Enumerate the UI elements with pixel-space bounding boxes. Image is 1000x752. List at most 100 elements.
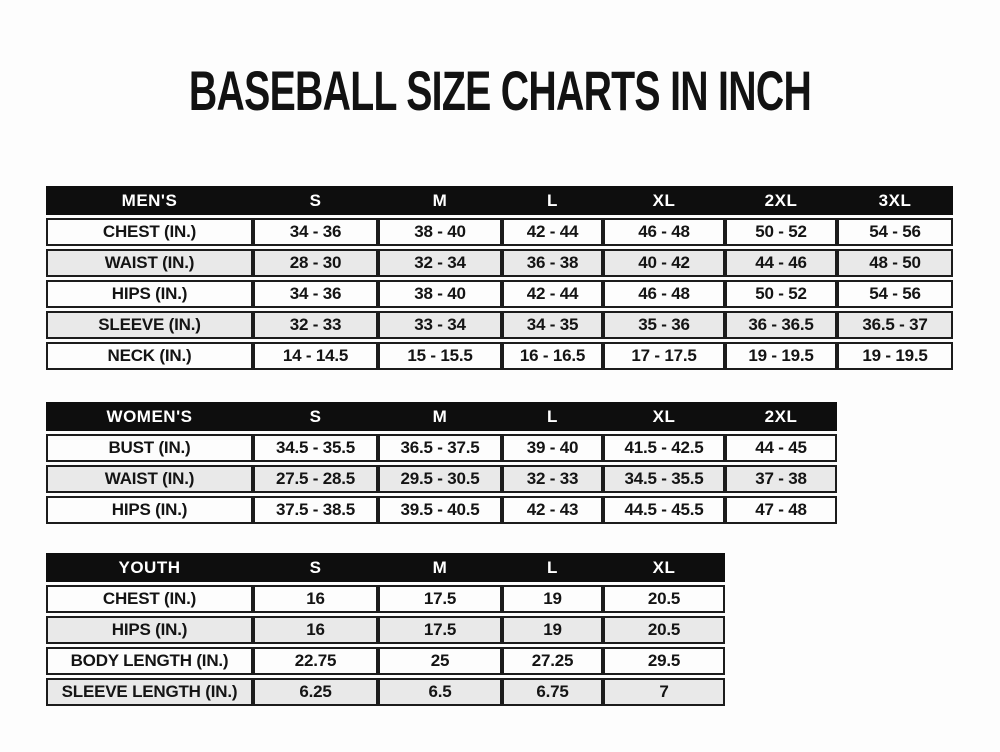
size-value: 14 - 14.5 xyxy=(253,342,378,370)
table-corner-label: WOMEN'S xyxy=(106,406,193,426)
size-value: 16 xyxy=(253,616,378,644)
row-label: CHEST (IN.) xyxy=(46,585,253,613)
size-value: 54 - 56 xyxy=(837,280,953,308)
womens-table-header-row: WOMEN'S S M L XL 2XL xyxy=(46,402,837,431)
size-value: 34 - 36 xyxy=(253,218,378,246)
size-value: 37 - 38 xyxy=(725,465,837,493)
size-value: 27.25 xyxy=(502,647,603,675)
row-label: HIPS (IN.) xyxy=(46,496,253,524)
column-header-l: L xyxy=(547,406,558,426)
size-value: 6.75 xyxy=(502,678,603,706)
table-row-hips: HIPS (IN.) 34 - 36 38 - 40 42 - 44 46 - … xyxy=(46,280,953,308)
row-label: SLEEVE (IN.) xyxy=(46,311,253,339)
size-value: 50 - 52 xyxy=(725,218,837,246)
column-header-3xl: 3XL xyxy=(878,190,912,210)
table-corner-label: YOUTH xyxy=(118,557,181,577)
row-label: WAIST (IN.) xyxy=(46,465,253,493)
size-value: 41.5 - 42.5 xyxy=(603,434,725,462)
table-row-sleeve: SLEEVE (IN.) 32 - 33 33 - 34 34 - 35 35 … xyxy=(46,311,953,339)
size-value: 28 - 30 xyxy=(253,249,378,277)
column-header-xl: XL xyxy=(652,406,676,426)
size-value: 17.5 xyxy=(378,585,502,613)
youth-table-header-row: YOUTH S M L XL xyxy=(46,553,725,582)
size-value: 47 - 48 xyxy=(725,496,837,524)
column-header-m: M xyxy=(432,190,448,210)
size-value: 16 - 16.5 xyxy=(502,342,603,370)
row-label: WAIST (IN.) xyxy=(46,249,253,277)
womens-size-table: WOMEN'S S M L XL 2XL BUST (IN.) 34.5 - 3… xyxy=(46,402,837,524)
size-value: 15 - 15.5 xyxy=(378,342,502,370)
size-value: 54 - 56 xyxy=(837,218,953,246)
size-value: 7 xyxy=(603,678,725,706)
row-label: HIPS (IN.) xyxy=(46,280,253,308)
column-header-m: M xyxy=(432,557,448,577)
table-row-waist: WAIST (IN.) 27.5 - 28.5 29.5 - 30.5 32 -… xyxy=(46,465,837,493)
column-header-2xl: 2XL xyxy=(764,190,798,210)
size-value: 32 - 33 xyxy=(253,311,378,339)
size-value: 39.5 - 40.5 xyxy=(378,496,502,524)
size-value: 50 - 52 xyxy=(725,280,837,308)
size-value: 36 - 38 xyxy=(502,249,603,277)
column-header-xl: XL xyxy=(652,557,676,577)
table-row-hips: HIPS (IN.) 37.5 - 38.5 39.5 - 40.5 42 - … xyxy=(46,496,837,524)
size-value: 32 - 34 xyxy=(378,249,502,277)
size-value: 29.5 xyxy=(603,647,725,675)
column-header-xl: XL xyxy=(652,190,676,210)
column-header-l: L xyxy=(547,190,558,210)
column-header-2xl: 2XL xyxy=(764,406,798,426)
size-value: 6.5 xyxy=(378,678,502,706)
column-header-s: S xyxy=(309,557,322,577)
table-corner-label: MEN'S xyxy=(121,190,178,210)
table-row-sleeve-length: SLEEVE LENGTH (IN.) 6.25 6.5 6.75 7 xyxy=(46,678,725,706)
row-label: NECK (IN.) xyxy=(46,342,253,370)
size-value: 36.5 - 37.5 xyxy=(378,434,502,462)
size-value: 6.25 xyxy=(253,678,378,706)
size-value: 20.5 xyxy=(603,616,725,644)
column-header-s: S xyxy=(309,406,322,426)
row-label: HIPS (IN.) xyxy=(46,616,253,644)
table-row-neck: NECK (IN.) 14 - 14.5 15 - 15.5 16 - 16.5… xyxy=(46,342,953,370)
size-value: 34.5 - 35.5 xyxy=(603,465,725,493)
mens-table-header-row: MEN'S S M L XL 2XL 3XL xyxy=(46,186,953,215)
youth-size-table: YOUTH S M L XL CHEST (IN.) 16 17.5 19 20… xyxy=(46,553,725,706)
size-value: 19 xyxy=(502,616,603,644)
row-label: SLEEVE LENGTH (IN.) xyxy=(46,678,253,706)
size-value: 42 - 43 xyxy=(502,496,603,524)
size-value: 34 - 35 xyxy=(502,311,603,339)
column-header-l: L xyxy=(547,557,558,577)
column-header-m: M xyxy=(432,406,448,426)
size-value: 38 - 40 xyxy=(378,280,502,308)
size-value: 27.5 - 28.5 xyxy=(253,465,378,493)
size-value: 17 - 17.5 xyxy=(603,342,725,370)
size-value: 19 - 19.5 xyxy=(725,342,837,370)
size-value: 40 - 42 xyxy=(603,249,725,277)
size-value: 44 - 45 xyxy=(725,434,837,462)
size-value: 37.5 - 38.5 xyxy=(253,496,378,524)
size-value: 22.75 xyxy=(253,647,378,675)
table-row-hips: HIPS (IN.) 16 17.5 19 20.5 xyxy=(46,616,725,644)
row-label: BUST (IN.) xyxy=(46,434,253,462)
table-row-chest: CHEST (IN.) 34 - 36 38 - 40 42 - 44 46 -… xyxy=(46,218,953,246)
row-label: CHEST (IN.) xyxy=(46,218,253,246)
table-row-waist: WAIST (IN.) 28 - 30 32 - 34 36 - 38 40 -… xyxy=(46,249,953,277)
size-value: 33 - 34 xyxy=(378,311,502,339)
table-row-chest: CHEST (IN.) 16 17.5 19 20.5 xyxy=(46,585,725,613)
size-value: 34 - 36 xyxy=(253,280,378,308)
size-value: 44 - 46 xyxy=(725,249,837,277)
size-value: 44.5 - 45.5 xyxy=(603,496,725,524)
size-value: 17.5 xyxy=(378,616,502,644)
size-value: 42 - 44 xyxy=(502,218,603,246)
size-value: 46 - 48 xyxy=(603,280,725,308)
size-value: 39 - 40 xyxy=(502,434,603,462)
size-value: 48 - 50 xyxy=(837,249,953,277)
column-header-s: S xyxy=(309,190,322,210)
row-label: BODY LENGTH (IN.) xyxy=(46,647,253,675)
size-value: 42 - 44 xyxy=(502,280,603,308)
size-value: 36 - 36.5 xyxy=(725,311,837,339)
size-value: 34.5 - 35.5 xyxy=(253,434,378,462)
size-value: 35 - 36 xyxy=(603,311,725,339)
table-row-body-length: BODY LENGTH (IN.) 22.75 25 27.25 29.5 xyxy=(46,647,725,675)
mens-size-table: MEN'S S M L XL 2XL 3XL CHEST (IN.) 34 - … xyxy=(46,186,953,370)
size-value: 29.5 - 30.5 xyxy=(378,465,502,493)
size-value: 46 - 48 xyxy=(603,218,725,246)
